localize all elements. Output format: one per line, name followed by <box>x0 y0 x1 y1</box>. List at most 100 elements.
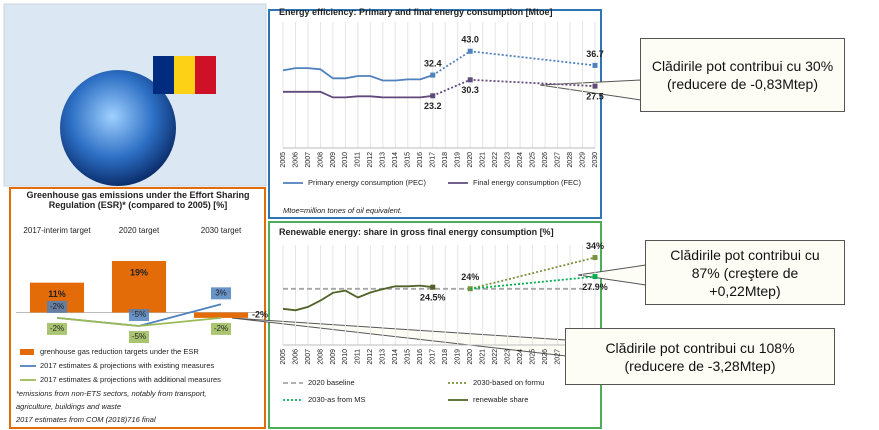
x-tick-label: 2017 <box>430 152 437 168</box>
legend-label: 2020 baseline <box>308 378 355 387</box>
data-label: -2% <box>50 324 64 333</box>
x-tick-label: 2008 <box>317 349 324 365</box>
label-box <box>129 331 149 344</box>
data-label: 27.9% <box>582 282 608 292</box>
legend-label: 2017 estimates & projections with existi… <box>40 361 215 370</box>
x-tick-label: 2025 <box>529 349 536 365</box>
x-tick-label: 2029 <box>579 152 586 168</box>
data-label: 30.3 <box>461 85 479 95</box>
point-marker <box>592 83 598 89</box>
data-label: -5% <box>132 310 146 319</box>
chart-title-box: Energy efficiency: Primary and final ene… <box>279 7 553 17</box>
series-line <box>56 317 222 327</box>
x-tick-label: 2015 <box>405 349 412 365</box>
point-marker <box>430 93 436 99</box>
x-tick-label: 2010 <box>342 349 349 365</box>
data-label: 27.5 <box>586 92 604 102</box>
x-tick-label: 2015 <box>405 152 412 168</box>
x-tick-label: 2009 <box>330 349 337 365</box>
x-tick-label: 2009 <box>330 152 337 168</box>
x-tick-label: 2025 <box>529 152 536 168</box>
callout: Clădirile pot contribui cu 108% (reducer… <box>565 328 835 385</box>
point-marker <box>430 284 436 290</box>
chart-title-box: Renewable energy: share in gross final e… <box>279 227 554 237</box>
x-tick-label: 2022 <box>492 349 499 365</box>
data-label: 23.2 <box>424 101 442 111</box>
x-tick-label: 2014 <box>392 349 399 365</box>
bar <box>193 312 249 318</box>
x-tick-label: 2011 <box>355 152 362 167</box>
x-tick-label: 2026 <box>542 349 549 365</box>
x-tick-label: 2017 <box>430 349 437 365</box>
chart-title: Energy efficiency: Primary and final ene… <box>279 7 553 17</box>
x-tick-label: 2020 <box>467 349 474 365</box>
x-tick-label: 2026 <box>542 152 549 168</box>
x-tick-label: 2007 <box>305 152 312 168</box>
label-box <box>211 287 231 300</box>
legend-label: grenhouse gas reduction targets under th… <box>40 347 199 356</box>
data-label: 32.4 <box>424 58 442 68</box>
x-tick-label: 2005 <box>280 152 287 168</box>
efficiency-panel <box>268 9 602 219</box>
label-box <box>47 322 67 335</box>
x-tick-label: 2023 <box>504 152 511 168</box>
data-label: -2% <box>252 309 268 319</box>
data-label: 24% <box>461 272 479 282</box>
x-tick-label: 2012 <box>367 349 374 365</box>
point-marker <box>592 274 598 280</box>
x-tick-label: 2018 <box>442 349 449 365</box>
x-tick-label: 2016 <box>417 152 424 168</box>
series-line <box>469 256 596 290</box>
bar <box>111 260 167 313</box>
label-box <box>47 300 67 313</box>
x-tick-label: 2006 <box>292 349 299 365</box>
legend-swatch <box>20 349 34 355</box>
chart-note: Mtoe=million tones of oil equivalent. <box>283 206 402 215</box>
data-label: 34% <box>586 241 604 251</box>
x-tick-label: 2024 <box>517 349 524 365</box>
legend-label: Primary energy consumption (PEC) <box>308 178 426 187</box>
chart-note: agriculture, buildings and waste <box>16 402 121 411</box>
x-tick-label: 2027 <box>554 152 561 168</box>
x-tick-label: 2016 <box>417 349 424 365</box>
category-label: 2020 target <box>119 226 160 235</box>
x-tick-label: 2018 <box>442 152 449 168</box>
data-label: -5% <box>132 332 146 341</box>
x-tick-label: 2008 <box>317 152 324 168</box>
x-tick-label: 2012 <box>367 152 374 168</box>
point-marker <box>467 48 473 54</box>
legend-label: 2017 estimates & projections with additi… <box>40 375 221 384</box>
chart-title-box: Greenhouse gas emissions under the Effor… <box>26 190 249 210</box>
x-tick-label: 2006 <box>292 152 299 168</box>
legend-label: 2030-based on formu <box>473 378 544 387</box>
label-box <box>211 322 231 335</box>
legend-label: 2030-as from MS <box>308 395 366 404</box>
data-label: -2% <box>214 324 228 333</box>
x-tick-label: 2022 <box>492 152 499 168</box>
category-label: 2030 target <box>201 226 242 235</box>
series-line <box>283 90 433 99</box>
point-marker <box>592 62 598 68</box>
legend-label: Final energy consumption (FEC) <box>473 178 581 187</box>
x-tick-label: 2005 <box>280 349 287 365</box>
x-tick-label: 2011 <box>355 349 362 364</box>
x-tick-label: 2010 <box>342 152 349 168</box>
x-tick-label: 2021 <box>480 349 487 365</box>
data-label: 43.0 <box>461 35 479 45</box>
x-tick-label: 2013 <box>380 349 387 365</box>
x-tick-label: 2013 <box>380 152 387 168</box>
flag <box>153 56 216 94</box>
chart-title: Renewable energy: share in gross final e… <box>279 227 554 237</box>
data-label: -2% <box>50 302 64 311</box>
data-label: 11% <box>48 289 66 299</box>
data-label: 19% <box>130 267 148 277</box>
x-tick-label: 2019 <box>455 349 462 365</box>
category-label: 2017-interim target <box>23 226 91 235</box>
point-marker <box>430 72 436 78</box>
data-label: 24.5% <box>420 293 446 303</box>
chart-note: *emissions from non-ETS sectors, notably… <box>16 389 207 398</box>
series-line <box>470 275 596 290</box>
globe <box>60 70 176 186</box>
callout: Clădirile pot contribui cu 30% (reducere… <box>640 38 845 112</box>
legend-label: renewable share <box>473 395 528 404</box>
